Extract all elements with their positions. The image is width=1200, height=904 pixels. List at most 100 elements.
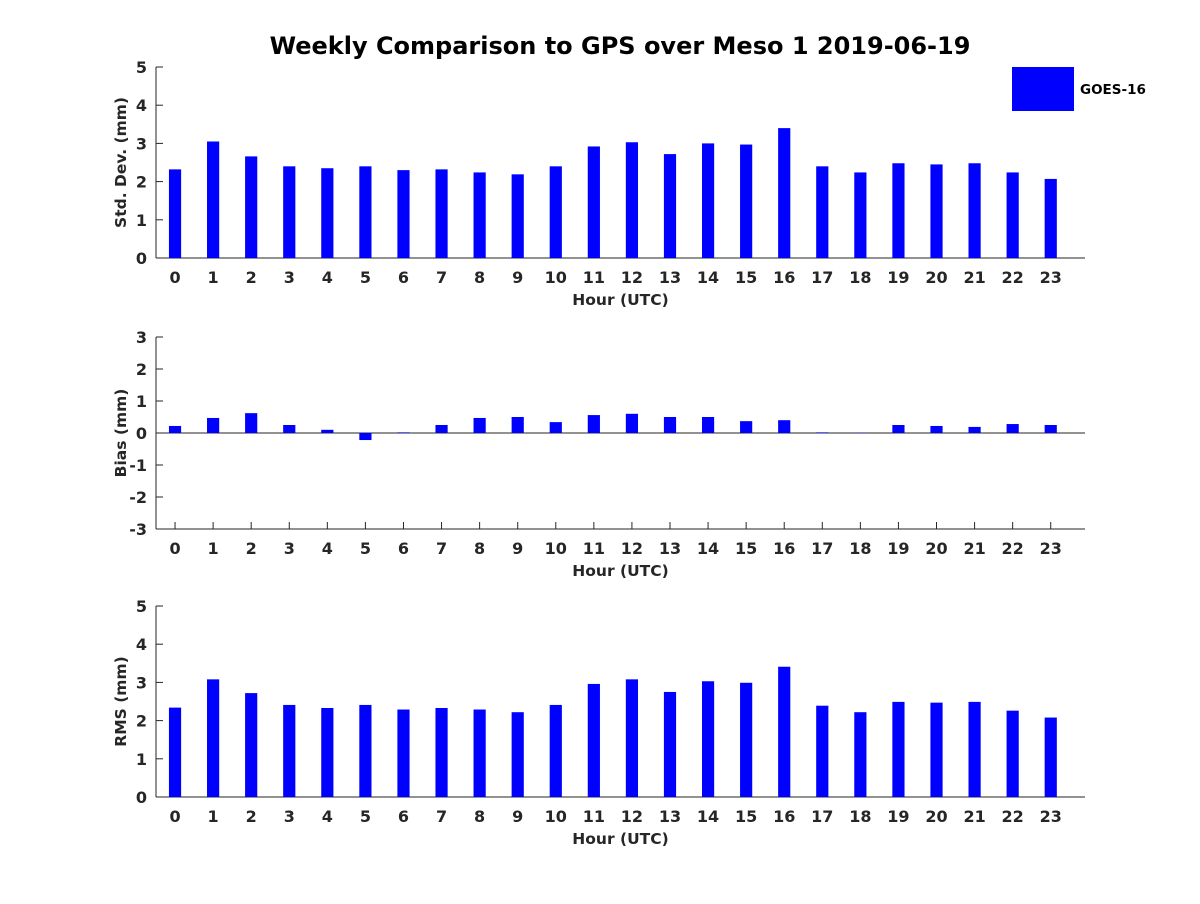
std-dev-bar-hour-11 (588, 146, 600, 258)
bias-y-tick-label: -2 (129, 488, 147, 507)
rms-bar-hour-20 (930, 703, 942, 797)
rms-y-axis-label: RMS (mm) (112, 656, 130, 746)
rms-x-tick-label: 3 (284, 807, 295, 826)
rms-x-tick-label: 18 (849, 807, 871, 826)
std-dev-x-tick-label: 22 (1002, 268, 1024, 287)
bias-x-tick-label: 3 (284, 539, 295, 558)
std-dev-x-tick-label: 13 (659, 268, 681, 287)
rms-x-tick-label: 11 (583, 807, 605, 826)
bias-x-tick-label: 18 (849, 539, 871, 558)
rms-x-tick-label: 1 (208, 807, 219, 826)
rms-bar-hour-2 (245, 693, 257, 797)
std-dev-bar-hour-7 (435, 169, 447, 258)
std-dev-bar-hour-9 (512, 174, 524, 258)
rms-bar-hour-22 (1007, 711, 1019, 797)
rms-x-tick-label: 17 (811, 807, 833, 826)
std-dev-x-tick-label: 1 (208, 268, 219, 287)
bias-x-tick-label: 5 (360, 539, 371, 558)
bias-bar-hour-16 (778, 420, 790, 433)
std-dev-x-axis-label: Hour (UTC) (572, 291, 668, 309)
bias-x-tick-label: 11 (583, 539, 605, 558)
std-dev-y-tick-label: 4 (136, 96, 147, 115)
std-dev-x-tick-label: 15 (735, 268, 757, 287)
rms-bar-hour-16 (778, 667, 790, 797)
std-dev-x-tick-label: 23 (1040, 268, 1062, 287)
std-dev-bar-hour-10 (550, 166, 562, 258)
std-dev-bar-hour-20 (930, 164, 942, 258)
std-dev-bar-hour-6 (397, 170, 409, 258)
rms-x-tick-label: 4 (322, 807, 333, 826)
bias-bar-hour-5 (359, 433, 371, 440)
std-dev-x-tick-label: 6 (398, 268, 409, 287)
std-dev-x-tick-label: 17 (811, 268, 833, 287)
bias-bar-hour-6 (397, 432, 409, 433)
rms-bar-hour-5 (359, 705, 371, 797)
bias-x-tick-label: 13 (659, 539, 681, 558)
std-dev-x-tick-label: 7 (436, 268, 447, 287)
bias-y-tick-label: 0 (136, 424, 147, 443)
std-dev-bar-hour-5 (359, 166, 371, 258)
std-dev-x-tick-label: 9 (512, 268, 523, 287)
bias-x-tick-label: 7 (436, 539, 447, 558)
bias-x-tick-label: 12 (621, 539, 643, 558)
bias-bar-hour-21 (968, 427, 980, 433)
rms-bar-hour-4 (321, 708, 333, 797)
std-dev-bar-hour-19 (892, 163, 904, 258)
bias-bar-hour-22 (1007, 424, 1019, 433)
std-dev-x-tick-label: 14 (697, 268, 719, 287)
std-dev-x-tick-label: 3 (284, 268, 295, 287)
bias-bar-hour-17 (816, 432, 828, 433)
rms-bar-hour-15 (740, 683, 752, 797)
std-dev-y-tick-label: 1 (136, 211, 147, 230)
std-dev-x-tick-label: 19 (887, 268, 909, 287)
rms-y-tick-label: 5 (136, 597, 147, 616)
bias-x-tick-label: 20 (925, 539, 947, 558)
bias-bar-hour-19 (892, 425, 904, 433)
bias-x-tick-label: 1 (208, 539, 219, 558)
rms-x-tick-label: 7 (436, 807, 447, 826)
rms-x-axis-label: Hour (UTC) (572, 830, 668, 848)
rms-x-tick-label: 0 (169, 807, 180, 826)
rms-y-tick-label: 2 (136, 712, 147, 731)
rms-x-tick-label: 19 (887, 807, 909, 826)
rms-x-tick-label: 2 (246, 807, 257, 826)
std-dev-x-tick-label: 0 (169, 268, 180, 287)
std-dev-bar-hour-0 (169, 169, 181, 258)
std-dev-bar-hour-16 (778, 128, 790, 258)
rms-x-tick-label: 6 (398, 807, 409, 826)
rms-x-tick-label: 12 (621, 807, 643, 826)
std-dev-x-tick-label: 18 (849, 268, 871, 287)
rms-y-tick-label: 0 (136, 788, 147, 807)
std-dev-x-tick-label: 11 (583, 268, 605, 287)
std-dev-x-tick-label: 5 (360, 268, 371, 287)
std-dev-x-tick-label: 12 (621, 268, 643, 287)
bias-x-tick-label: 0 (169, 539, 180, 558)
bias-bar-hour-14 (702, 417, 714, 433)
bias-x-tick-label: 19 (887, 539, 909, 558)
bias-x-tick-label: 15 (735, 539, 757, 558)
std-dev-x-tick-label: 20 (925, 268, 947, 287)
rms-bar-hour-3 (283, 705, 295, 797)
rms-x-tick-label: 21 (963, 807, 985, 826)
bias-bar-hour-10 (550, 422, 562, 433)
rms-bar-hour-7 (435, 708, 447, 797)
bias-bar-hour-7 (435, 425, 447, 433)
std-dev-bar-hour-22 (1007, 172, 1019, 258)
bias-y-tick-label: -1 (129, 456, 147, 475)
bias-x-tick-label: 16 (773, 539, 795, 558)
rms-x-tick-label: 14 (697, 807, 719, 826)
std-dev-bar-hour-8 (474, 172, 486, 258)
bias-x-axis-label: Hour (UTC) (572, 562, 668, 580)
bias-bar-hour-3 (283, 425, 295, 433)
std-dev-bar-hour-23 (1045, 179, 1057, 258)
rms-y-tick-label: 3 (136, 673, 147, 692)
bias-x-tick-label: 10 (545, 539, 567, 558)
bias-bar-hour-4 (321, 430, 333, 433)
rms-bar-hour-19 (892, 702, 904, 797)
std-dev-y-axis-label: Std. Dev. (mm) (112, 97, 130, 228)
std-dev-y-tick-label: 2 (136, 173, 147, 192)
legend-label: GOES-16 (1080, 82, 1146, 98)
bias-bar-hour-9 (512, 417, 524, 433)
